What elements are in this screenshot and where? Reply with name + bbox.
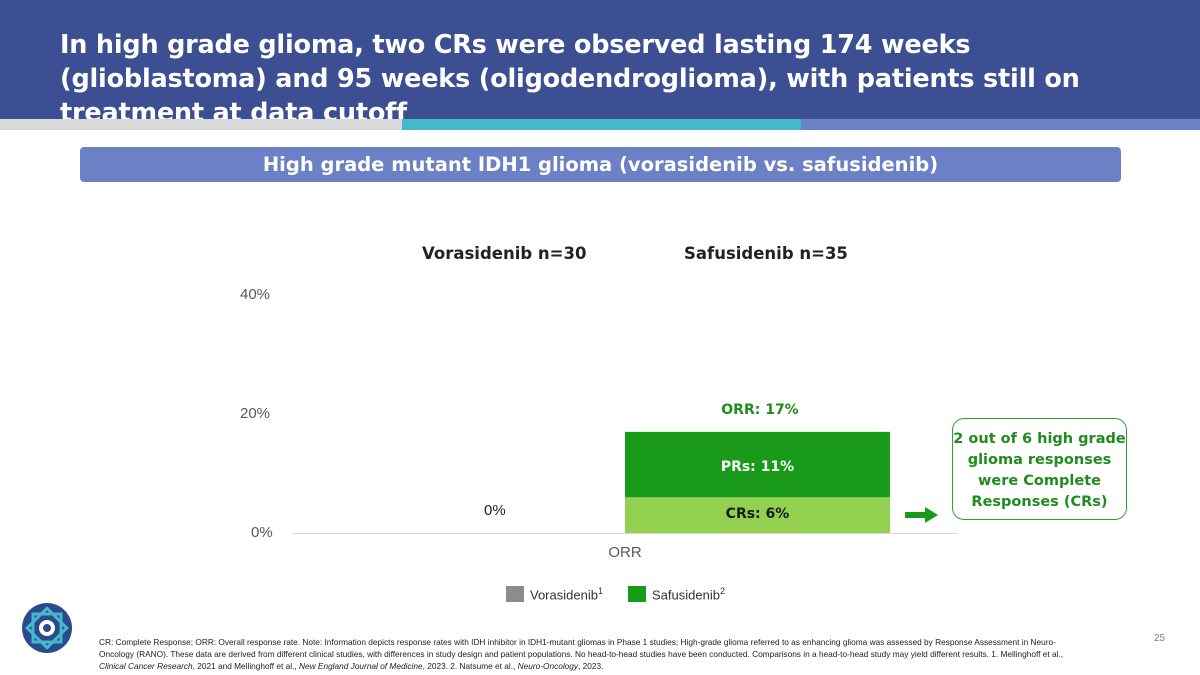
vorasidenib-value-label: 0% [484,502,506,519]
legend-swatch-safusidenib [628,586,646,602]
footnote-text: CR: Complete Response; ORR: Overall resp… [99,637,1064,659]
footnote-text: , 2023. [578,661,604,671]
crs-label: CRs: 6% [725,506,790,522]
bar-segment-prs [625,431,890,498]
y-tick-label-40: 40% [240,286,271,303]
y-tick-label-0: 0% [251,524,273,541]
company-logo [22,603,72,653]
accent-stripe-gray [0,119,402,130]
column-head-vorasidenib: Vorasidenib n=30 [422,244,587,263]
section-subheader: High grade mutant IDH1 glioma (vorasiden… [80,147,1121,182]
y-tick-label-20: 20% [240,405,271,422]
legend-sup-safusidenib: 2 [719,586,725,596]
footnote-journal-1: Clinical Cancer Research [99,661,193,671]
footnote-journal-3: Neuro-Oncology [517,661,579,671]
x-category-label: ORR [608,544,642,561]
legend-sup-vorasidenib: 1 [597,586,603,596]
column-head-safusidenib: Safusidenib n=35 [684,244,848,263]
footnote-text: , 2023. 2. Natsume et al., [422,661,518,671]
footnote-text: , 2021 and Mellinghoff et al., [192,661,300,671]
prs-label: PRs: 11% [720,459,795,475]
orr-total-label: ORR: 17% [721,402,799,418]
bar-segment-crs [625,497,890,533]
legend-label-safusidenib: Safusidenib [652,587,720,603]
x-axis-line [292,533,958,534]
callout-box: 2 out of 6 high grade glioma responses w… [952,418,1127,520]
accent-stripe-teal [402,119,801,130]
footnote-journal-2: New England Journal of Medicine [299,661,423,671]
accent-stripe-blue [801,119,1200,130]
legend-label-vorasidenib: Vorasidenib [530,587,598,603]
legend-swatch-vorasidenib [506,586,524,602]
title-bar: In high grade glioma, two CRs were obser… [0,0,1200,128]
footnote: CR: Complete Response; ORR: Overall resp… [99,636,1079,672]
slide-title: In high grade glioma, two CRs were obser… [60,30,1080,128]
arrow-right-icon [905,507,938,523]
page-number: 25 [1154,633,1166,644]
